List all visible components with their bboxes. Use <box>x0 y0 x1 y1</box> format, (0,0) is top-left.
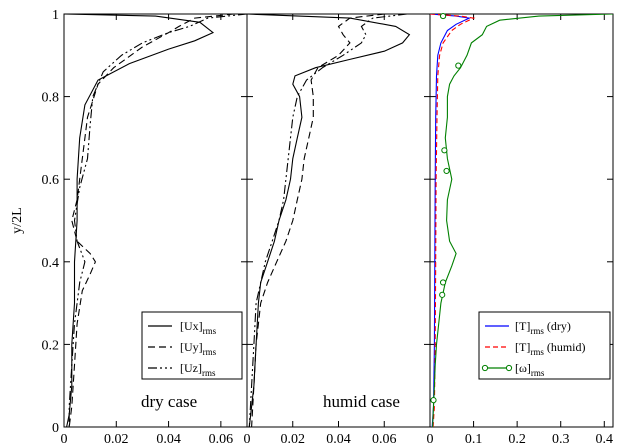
x-tick-label: 0.04 <box>326 432 351 446</box>
series-line-2 <box>432 14 613 427</box>
legend-marker <box>481 364 489 372</box>
panels: 0 0.02 0.04 0.06 0 0.2 0.4 0.6 0.8 1 y/2L dry case [… <box>10 8 614 446</box>
series-marker <box>455 62 462 69</box>
x-tick-label: 0.1 <box>465 432 483 446</box>
plot-frame <box>246 13 431 428</box>
legend-suffix: (humid) <box>544 340 586 354</box>
legend-label-2: [ω]rms <box>515 361 545 378</box>
x-tick-label: 0.04 <box>156 432 181 446</box>
legend-subscript: rms <box>530 347 544 357</box>
x-tick-label: 0.02 <box>104 432 129 446</box>
legend-label-1: [Uy]rms <box>180 340 217 357</box>
legend-marker <box>505 364 513 372</box>
x-tick-label: 0 <box>244 432 251 446</box>
panel-annotation: dry case <box>141 392 197 411</box>
x-tick-label: 0.3 <box>552 432 570 446</box>
legend-name: [T] <box>515 340 530 354</box>
panel-annotation: humid case <box>323 392 400 411</box>
series-marker <box>439 12 447 20</box>
series-line-1 <box>251 14 385 427</box>
legend-name: [Uz] <box>180 361 202 375</box>
series-marker <box>439 291 446 298</box>
x-tick-label: 0 <box>61 432 68 446</box>
panel-right: 0 0.1 0.2 0.3 0.4[T]rms (dry)[T]rms (humid)[… <box>427 12 614 446</box>
series-marker <box>430 397 437 404</box>
series-line-2 <box>248 14 408 427</box>
legend-label-0: [Ux]rms <box>180 319 217 336</box>
y-tick-label: 0.8 <box>42 91 60 106</box>
panel-left: 0 0.02 0.04 0.06 0 0.2 0.4 0.6 0.8 1 y/2L dry case [… <box>10 8 248 446</box>
legend-name: [Uy] <box>180 340 203 354</box>
legend-subscript: rms <box>203 347 217 357</box>
legend-subscript: rms <box>202 368 216 378</box>
plot-frame <box>429 13 614 428</box>
series-line-1 <box>430 14 476 427</box>
series-line-0 <box>430 14 472 427</box>
y-tick-label: 0.6 <box>42 173 60 188</box>
x-tick-label: 0.02 <box>281 432 306 446</box>
legend: [T]rms (dry)[T]rms (humid)[ω]rms <box>478 311 611 380</box>
legend-label-1: [T]rms (humid) <box>515 340 586 357</box>
y-axis-label: y/2L <box>10 207 25 233</box>
legend-subscript: rms <box>531 368 545 378</box>
legend-name: [Ux] <box>180 319 203 333</box>
panel-middle: 0 0.02 0.04 0.06 humid case <box>244 13 431 446</box>
series-marker <box>441 147 448 154</box>
y-tick-label: 0 <box>52 421 59 436</box>
series-line-2 <box>68 14 247 427</box>
y-tick-label: 0.4 <box>42 256 60 271</box>
y-tick-label: 1 <box>52 8 59 23</box>
x-tick-label: 0.06 <box>372 432 397 446</box>
x-tick-label: 0 <box>427 432 434 446</box>
legend-label-2: [Uz]rms <box>180 361 216 378</box>
x-tick-label: 0.2 <box>508 432 526 446</box>
series-marker <box>443 167 450 175</box>
x-tick-label: 0.06 <box>209 432 234 446</box>
legend-name: [ω] <box>515 361 531 375</box>
legend-subscript: rms <box>203 326 217 336</box>
series-line-0 <box>247 14 411 427</box>
legend: [Ux]rms[Uy]rms[Uz]rms <box>141 311 243 380</box>
series-marker <box>439 279 447 286</box>
x-tick-label: 0.4 <box>596 432 614 446</box>
legend-subscript: rms <box>530 326 544 336</box>
legend-suffix: (dry) <box>544 319 571 333</box>
legend-name: [T] <box>515 319 530 333</box>
series-line-0 <box>64 14 215 427</box>
legend-label-0: [T]rms (dry) <box>515 319 571 336</box>
y-tick-label: 0.2 <box>42 338 60 353</box>
legend-box <box>141 311 243 380</box>
